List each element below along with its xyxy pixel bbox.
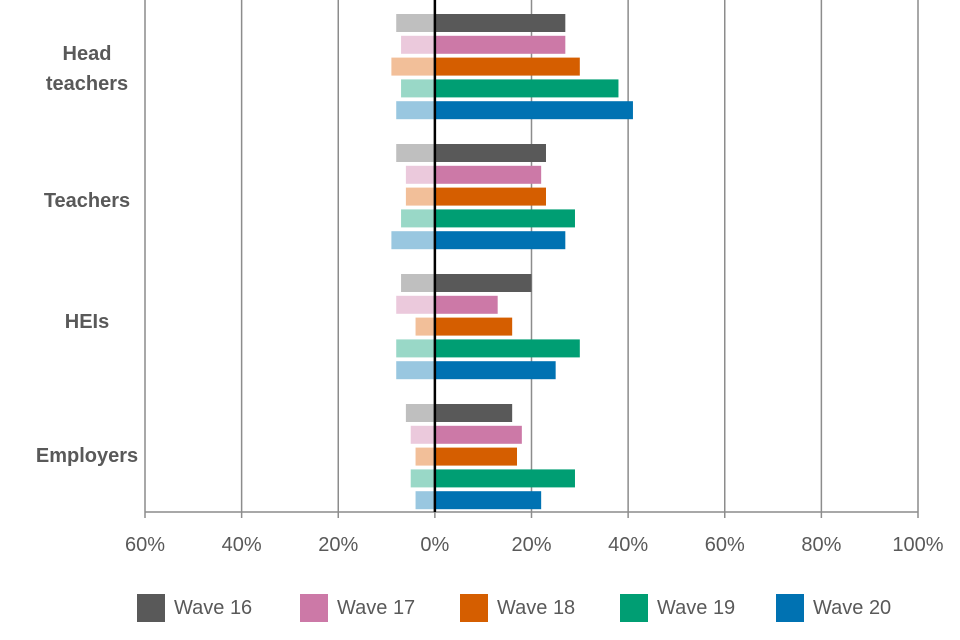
legend-swatch-wave-20 (776, 594, 804, 622)
bar-wave-16-head-teachers-negative (396, 14, 435, 32)
bar-wave-20-head-teachers-negative (396, 101, 435, 120)
bar-wave-18-teachers-negative (405, 187, 435, 206)
legend-label-wave-16: Wave 16 (174, 596, 253, 619)
legend-item-wave-17: Wave 17 (300, 590, 415, 626)
x-tick-label: 40% (608, 534, 648, 556)
bar-wave-19-employers-positive (434, 469, 575, 488)
bar-wave-20-employers-negative (415, 491, 435, 510)
legend-item-wave-19: Wave 19 (620, 590, 735, 626)
bar-wave-19-teachers-negative (401, 209, 435, 228)
x-tick-label: 80% (801, 534, 841, 556)
bar-wave-20-heis-negative (396, 361, 435, 380)
x-tick-label: 40% (222, 534, 262, 556)
legend-label-wave-19: Wave 19 (657, 596, 736, 619)
bar-wave-17-heis-negative (396, 295, 435, 314)
bar-wave-20-teachers-positive (434, 231, 566, 250)
bar-wave-19-head-teachers-positive (434, 79, 619, 98)
bar-wave-16-teachers-negative (396, 144, 435, 162)
x-tick-label: 100% (892, 534, 943, 556)
bar-wave-17-teachers-negative (405, 165, 435, 184)
bar-wave-18-head-teachers-positive (434, 57, 580, 76)
bar-wave-18-heis-positive (434, 317, 513, 336)
bar-wave-19-heis-positive (434, 339, 580, 358)
bar-wave-16-head-teachers-positive (434, 14, 566, 32)
bar-wave-20-heis-positive (434, 361, 556, 380)
bar-wave-18-employers-positive (434, 447, 518, 466)
bar-wave-18-heis-negative (415, 317, 435, 336)
bar-wave-19-head-teachers-negative (401, 79, 435, 98)
legend-swatch-wave-19 (620, 594, 648, 622)
bar-wave-18-employers-negative (415, 447, 435, 466)
legend-item-wave-18: Wave 18 (460, 590, 575, 626)
bar-wave-16-employers-positive (434, 404, 513, 422)
x-tick-label: 20% (511, 534, 551, 556)
chart: 60% 40% 20% 0% 20% 40% 60% 80% 100% Head teachers T… (36, 0, 944, 556)
bar-wave-17-teachers-positive (434, 165, 542, 184)
x-tick-label: 60% (125, 534, 165, 556)
bar-wave-20-head-teachers-positive (434, 101, 633, 120)
bar-wave-16-teachers-positive (434, 144, 546, 162)
bar-wave-17-heis-positive (434, 295, 498, 314)
category-label-teachers: Teachers (44, 190, 130, 212)
category-label-heis: HEIs (65, 311, 109, 333)
legend-item-wave-20: Wave 20 (776, 590, 891, 626)
x-tick-label: 0% (420, 534, 449, 556)
legend-label-wave-18: Wave 18 (497, 596, 576, 619)
bar-wave-17-employers-negative (410, 425, 435, 444)
category-label-head-teachers: Head (63, 43, 112, 65)
category-label-head-teachers: teachers (46, 73, 128, 95)
bar-wave-19-teachers-positive (434, 209, 575, 228)
bar-wave-19-heis-negative (396, 339, 435, 358)
bar-wave-16-employers-negative (405, 404, 435, 422)
legend-swatch-wave-18 (460, 594, 488, 622)
bar-wave-16-heis-negative (401, 274, 435, 292)
bar-wave-17-head-teachers-negative (401, 35, 435, 54)
bar-wave-19-employers-negative (410, 469, 435, 488)
bar-wave-20-employers-positive (434, 491, 542, 510)
x-tick-label: 20% (318, 534, 358, 556)
category-label-employers: Employers (36, 445, 138, 467)
legend-item-wave-16: Wave 16 (137, 590, 252, 626)
bar-wave-18-head-teachers-negative (391, 57, 435, 76)
x-tick-label: 60% (705, 534, 745, 556)
bar-wave-17-head-teachers-positive (434, 35, 566, 54)
legend-label-wave-20: Wave 20 (813, 596, 892, 619)
bar-wave-18-teachers-positive (434, 187, 546, 206)
bar-wave-17-employers-positive (434, 425, 522, 444)
legend: Wave 16 Wave 17 Wave 18 Wave 19 Wave 20 (0, 590, 960, 626)
legend-swatch-wave-17 (300, 594, 328, 622)
legend-label-wave-17: Wave 17 (337, 596, 416, 619)
bar-wave-20-teachers-negative (391, 231, 435, 250)
bar-wave-16-heis-positive (434, 274, 532, 292)
legend-swatch-wave-16 (137, 594, 165, 622)
